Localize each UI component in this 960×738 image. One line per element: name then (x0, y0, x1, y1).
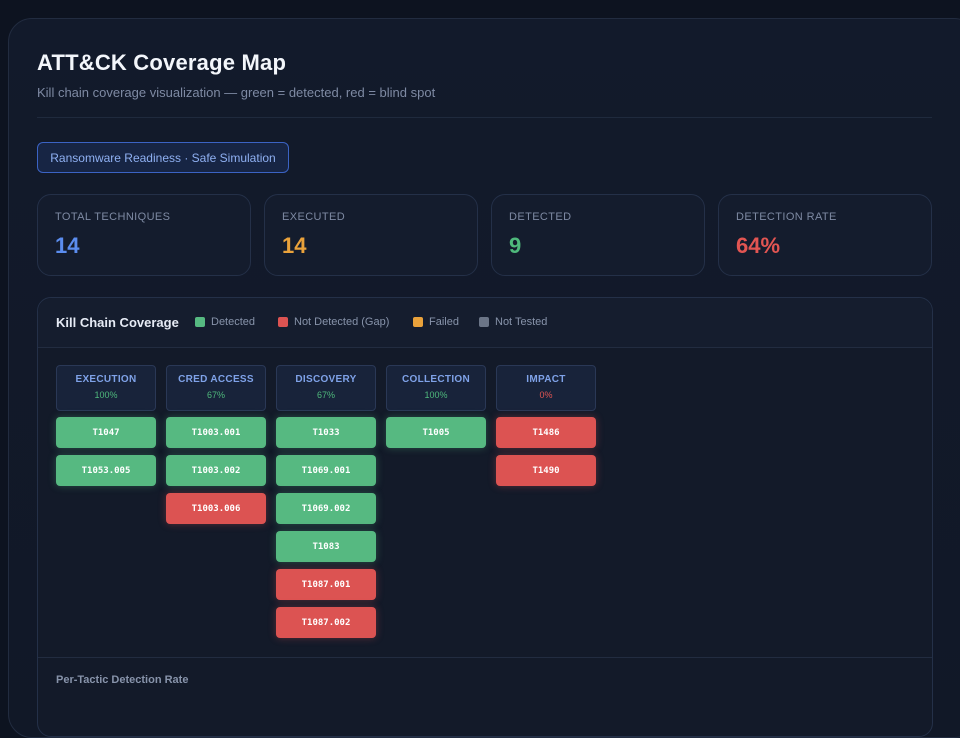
legend-swatch (278, 317, 288, 327)
stat-value: 14 (55, 233, 80, 258)
technique-tile[interactable]: T1087.001 (276, 569, 376, 600)
stat-card-executed: EXECUTED 14 (264, 194, 478, 276)
stat-label: DETECTION RATE (736, 211, 837, 223)
scenario-badge[interactable]: Ransomware Readiness · Safe Simulation (37, 142, 289, 173)
legend-not-detected: Not Detected (Gap) (278, 316, 389, 328)
tactic-percent: 100% (94, 390, 118, 400)
stat-value: 9 (509, 233, 522, 258)
page-subtitle: Kill chain coverage visualization — gree… (37, 85, 436, 100)
stat-value: 14 (282, 233, 307, 258)
legend-label: Not Tested (495, 316, 548, 328)
tactic-header-execution[interactable]: EXECUTION 100% (56, 365, 156, 411)
legend-failed: Failed (413, 316, 459, 328)
stat-card-detected: DETECTED 9 (491, 194, 705, 276)
legend-label: Failed (429, 316, 459, 328)
legend-swatch (479, 317, 489, 327)
tactic-percent: 100% (424, 390, 448, 400)
tactic-percent: 67% (316, 390, 335, 400)
technique-tile[interactable]: T1486 (496, 417, 596, 448)
tactic-header-impact[interactable]: IMPACT 0% (496, 365, 596, 411)
technique-tile[interactable]: T1047 (56, 417, 156, 448)
technique-tile[interactable]: T1053.005 (56, 455, 156, 486)
legend-label: Not Detected (Gap) (294, 316, 390, 328)
technique-tile[interactable]: T1069.001 (276, 455, 376, 486)
stat-value: 64% (736, 233, 781, 258)
tactic-name: EXECUTION (75, 374, 137, 385)
tactic-percent: 67% (206, 390, 225, 400)
technique-tile[interactable]: T1003.001 (166, 417, 266, 448)
technique-tile[interactable]: T1069.002 (276, 493, 376, 524)
technique-tile[interactable]: T1087.002 (276, 607, 376, 638)
tactic-name: COLLECTION (402, 374, 470, 385)
tactic-header-cred-access[interactable]: CRED ACCESS 67% (166, 365, 266, 411)
kill-chain-panel-header: Kill Chain Coverage Detected Not Detecte… (38, 298, 932, 348)
technique-tile[interactable]: T1003.002 (166, 455, 266, 486)
technique-tile[interactable]: T1083 (276, 531, 376, 562)
tactic-header-collection[interactable]: COLLECTION 100% (386, 365, 486, 411)
legend-label: Detected (211, 316, 256, 328)
technique-tile[interactable]: T1003.006 (166, 493, 266, 524)
kill-chain-title: Kill Chain Coverage (56, 315, 179, 330)
page-title: ATT&CK Coverage Map (37, 50, 287, 75)
tactic-name: CRED ACCESS (178, 374, 254, 385)
stat-label: DETECTED (509, 211, 572, 223)
stat-label: TOTAL TECHNIQUES (55, 211, 171, 223)
technique-tile[interactable]: T1033 (276, 417, 376, 448)
legend-swatch (195, 317, 205, 327)
stat-card-total-techniques: TOTAL TECHNIQUES 14 (37, 194, 251, 276)
tactic-header-discovery[interactable]: DISCOVERY 67% (276, 365, 376, 411)
technique-tile[interactable]: T1490 (496, 455, 596, 486)
tactic-name: IMPACT (526, 374, 566, 385)
technique-tile[interactable]: T1005 (386, 417, 486, 448)
tactic-percent: 0% (539, 390, 553, 400)
legend-swatch (413, 317, 423, 327)
stat-card-detection-rate: DETECTION RATE 64% (718, 194, 932, 276)
per-tactic-title: Per-Tactic Detection Rate (56, 674, 189, 686)
header-divider (37, 117, 932, 118)
legend-not-tested: Not Tested (479, 316, 547, 328)
kill-chain-panel: Kill Chain Coverage Detected Not Detecte… (37, 297, 933, 737)
legend-detected: Detected (195, 316, 255, 328)
tactic-name: DISCOVERY (295, 374, 357, 385)
panel-section-divider (38, 657, 932, 658)
stat-label: EXECUTED (282, 211, 346, 223)
